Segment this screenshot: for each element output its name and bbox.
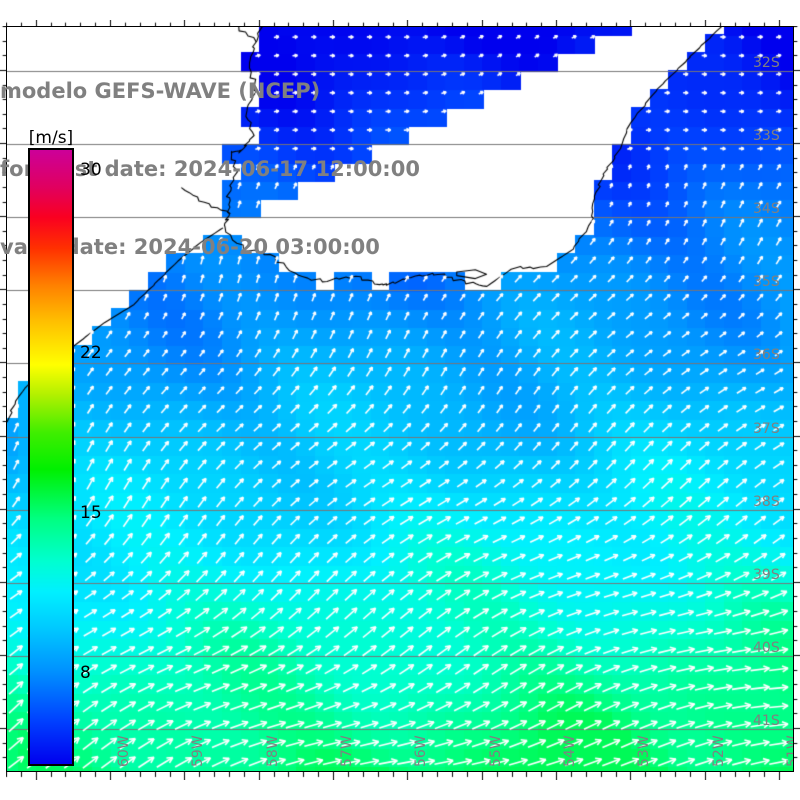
map-plot-area[interactable]: 61W60W59W58W57W56W55W54W53W52W51W32S33S3… [6, 26, 794, 772]
colorbar [28, 148, 74, 766]
wind-direction-arrows [7, 27, 793, 771]
colorbar-tick: 15 [80, 503, 102, 524]
axis-ticks-top [6, 20, 794, 27]
colorbar-tick: 30 [80, 159, 102, 180]
colorbar-tick: 8 [80, 663, 91, 684]
colorbar-gradient [28, 148, 74, 766]
axis-ticks-left [0, 26, 7, 772]
axis-ticks-bottom [6, 772, 794, 780]
axis-ticks-right [793, 26, 800, 772]
colorbar-unit-label: [m/s] [28, 128, 74, 148]
colorbar-tick: 22 [80, 343, 102, 363]
